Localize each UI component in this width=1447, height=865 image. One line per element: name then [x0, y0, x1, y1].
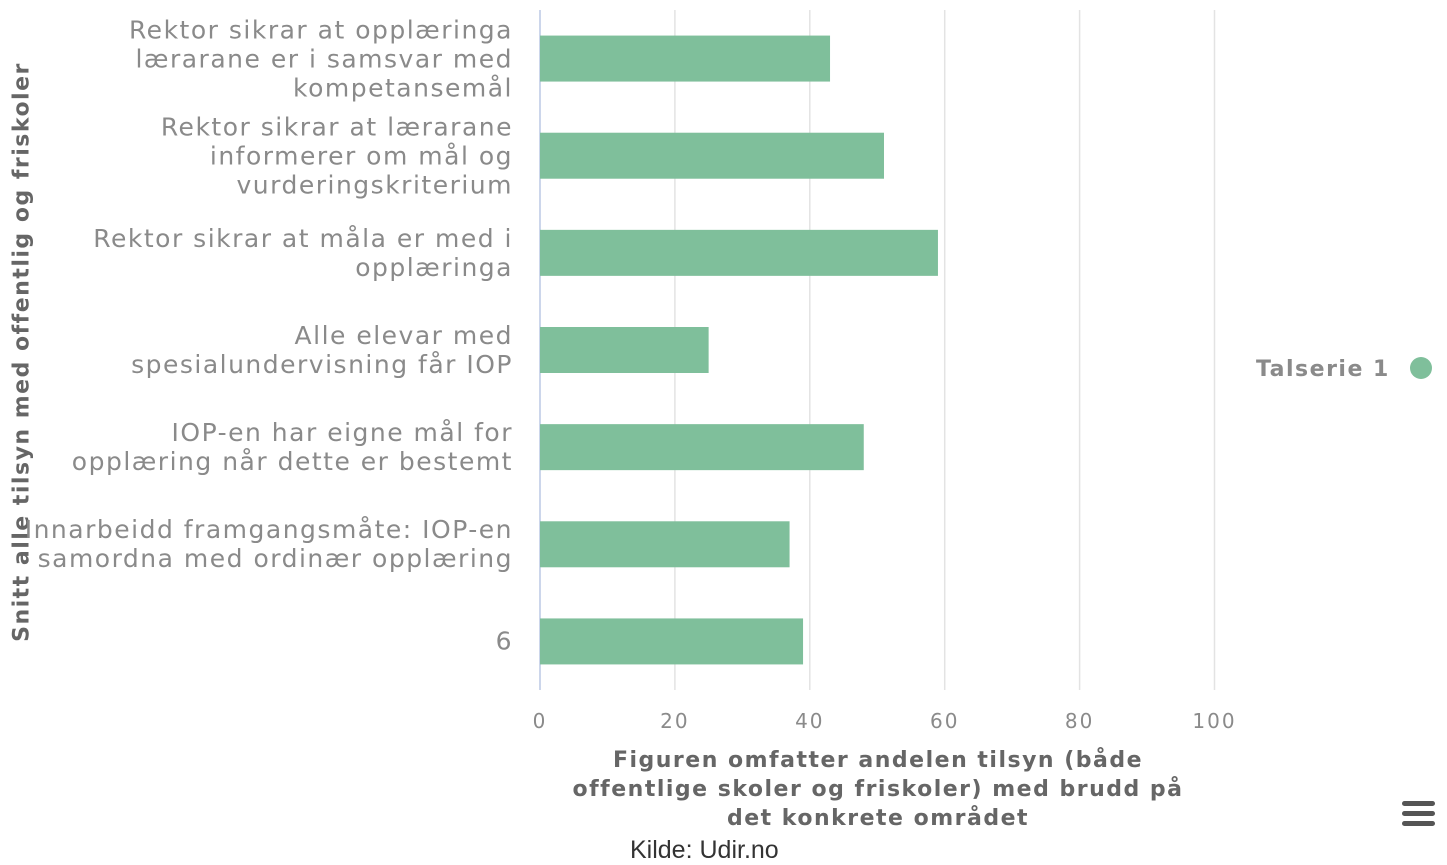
legend-marker	[1410, 357, 1433, 379]
menu-bar	[1402, 811, 1435, 816]
y-tick-label: 6	[495, 626, 513, 656]
y-tick-label: Innarbeidd framgangsmåte: IOP-en samordn…	[24, 515, 513, 574]
y-tick-label: IOP-en har eigne mål for opplæring når d…	[71, 418, 513, 477]
bar	[540, 229, 938, 276]
bar	[540, 424, 864, 471]
bar	[540, 327, 709, 373]
bar	[540, 35, 831, 82]
bar	[540, 521, 790, 568]
x-tick-label: 60	[930, 709, 959, 733]
legend-label: Talserie 1	[1256, 357, 1390, 382]
bar	[540, 618, 804, 665]
source: Kilde: Udir.no	[630, 836, 779, 864]
y-tick-label: Rektor sikrar at opplæringa lærarane er …	[128, 15, 513, 103]
x-tick-label: 20	[660, 709, 689, 733]
legend-marker-box	[1410, 357, 1433, 379]
x-tick-label: 100	[1192, 709, 1236, 733]
y-tick-label: Alle elevar med spesialundervisning får …	[131, 321, 513, 379]
x-tick-label: 40	[795, 709, 824, 733]
x-tick-label: 0	[533, 709, 548, 733]
bar	[540, 132, 884, 179]
x-axis-title: Figuren omfatter andelen tilsyn (både of…	[572, 748, 1184, 831]
legend[interactable]: Talserie 1	[1256, 352, 1433, 382]
menu-bar	[1402, 801, 1435, 806]
menu-bar	[1402, 821, 1435, 826]
y-tick-label: Rektor sikrar at lærarane informerer om …	[160, 112, 513, 200]
menu-icon[interactable]	[1402, 801, 1435, 826]
y-tick-label: Rektor sikrar at måla er med i opplæring…	[93, 223, 513, 282]
x-tick-label: 80	[1065, 709, 1094, 733]
